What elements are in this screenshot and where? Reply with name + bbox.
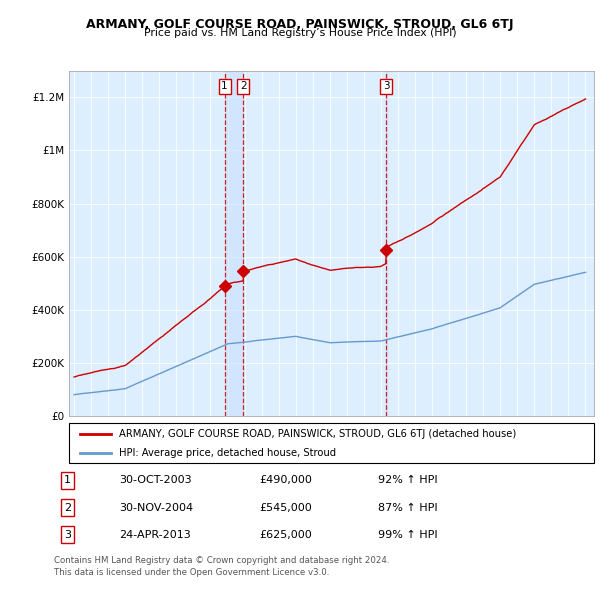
Text: 1: 1 <box>221 81 228 91</box>
Text: 2: 2 <box>240 81 247 91</box>
Text: Contains HM Land Registry data © Crown copyright and database right 2024.: Contains HM Land Registry data © Crown c… <box>54 556 389 565</box>
Text: 99% ↑ HPI: 99% ↑ HPI <box>378 530 437 540</box>
Text: £490,000: £490,000 <box>259 476 312 486</box>
Text: 3: 3 <box>383 81 389 91</box>
Text: 92% ↑ HPI: 92% ↑ HPI <box>378 476 437 486</box>
Text: ARMANY, GOLF COURSE ROAD, PAINSWICK, STROUD, GL6 6TJ (detached house): ARMANY, GOLF COURSE ROAD, PAINSWICK, STR… <box>119 430 516 440</box>
Text: 30-OCT-2003: 30-OCT-2003 <box>119 476 191 486</box>
Text: 1: 1 <box>64 476 71 486</box>
Text: 2: 2 <box>64 503 71 513</box>
Bar <box>386 71 387 416</box>
Text: This data is licensed under the Open Government Licence v3.0.: This data is licensed under the Open Gov… <box>54 568 329 577</box>
Text: Price paid vs. HM Land Registry’s House Price Index (HPI): Price paid vs. HM Land Registry’s House … <box>143 28 457 38</box>
Text: HPI: Average price, detached house, Stroud: HPI: Average price, detached house, Stro… <box>119 448 336 458</box>
Text: ARMANY, GOLF COURSE ROAD, PAINSWICK, STROUD, GL6 6TJ: ARMANY, GOLF COURSE ROAD, PAINSWICK, STR… <box>86 18 514 31</box>
Text: 87% ↑ HPI: 87% ↑ HPI <box>378 503 437 513</box>
Text: 3: 3 <box>64 530 71 540</box>
Text: £625,000: £625,000 <box>259 530 312 540</box>
Text: £545,000: £545,000 <box>259 503 312 513</box>
Text: 30-NOV-2004: 30-NOV-2004 <box>119 503 193 513</box>
Bar <box>224 71 243 416</box>
Text: 24-APR-2013: 24-APR-2013 <box>119 530 191 540</box>
